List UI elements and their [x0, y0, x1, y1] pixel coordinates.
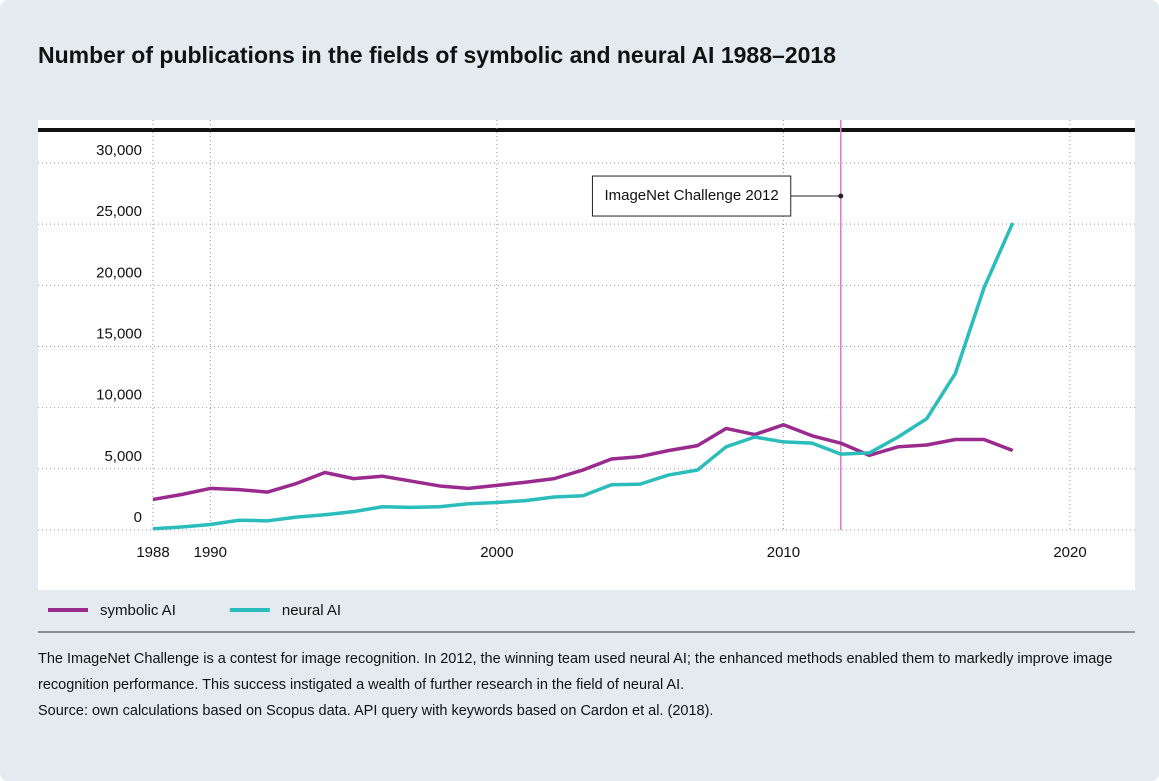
y-tick-label: 25,000	[96, 203, 142, 220]
series-line	[152, 423, 1014, 502]
source: Source: own calculations based on Scopus…	[38, 703, 714, 719]
x-tick-label: 1988	[136, 544, 169, 561]
chart-title: Number of publications in the fields of …	[38, 42, 836, 68]
y-tick-label: 0	[134, 509, 142, 526]
series-line	[152, 222, 1015, 531]
title-rule	[38, 128, 1135, 132]
y-tick-label: 30,000	[96, 142, 142, 159]
note: The ImageNet Challenge is a contest for …	[38, 651, 1113, 693]
x-tick-label: 2010	[767, 544, 800, 561]
legend-label: neural AI	[282, 602, 341, 619]
legend-label: symbolic AI	[100, 602, 176, 619]
y-tick-label: 5,000	[104, 448, 142, 465]
x-tick-label: 2020	[1053, 544, 1086, 561]
annotation-point	[838, 193, 844, 199]
x-tick-label: 1990	[194, 544, 227, 561]
y-tick-label: 10,000	[96, 387, 142, 404]
annotation-box	[591, 175, 792, 217]
chart: Number of publications in the fields of …	[38, 42, 1135, 633]
x-tick-label: 2000	[480, 544, 513, 561]
y-tick-label: 20,000	[96, 264, 142, 281]
annotation-label: ImageNet Challenge 2012	[604, 187, 778, 204]
y-tick-label: 15,000	[96, 325, 142, 342]
notes: The ImageNet Challenge is a contest for …	[38, 646, 1128, 724]
plot-area	[38, 120, 1135, 590]
